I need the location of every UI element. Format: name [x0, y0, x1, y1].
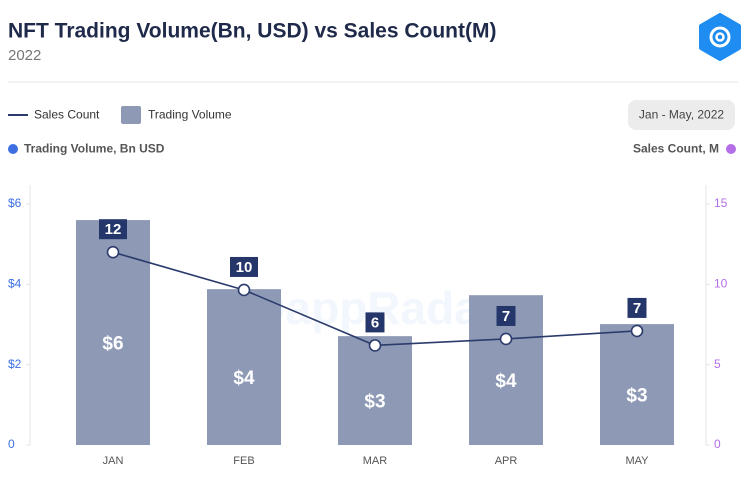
x-tick-label: APR [495, 455, 518, 467]
point-value-label: 6 [371, 314, 379, 331]
bar [338, 336, 412, 445]
legend-label: Trading Volume [148, 108, 232, 122]
logo [699, 13, 741, 61]
y-tick-label: $6 [8, 196, 22, 210]
y-tick-label: $2 [8, 357, 22, 371]
date-range-label: Jan - May, 2022 [639, 108, 724, 122]
point-label-box [496, 305, 516, 326]
y2-tick-label: 10 [714, 277, 728, 291]
date-range-button[interactable] [628, 100, 735, 130]
line-point [106, 245, 120, 259]
point-label-box [230, 256, 258, 277]
axis-dot [8, 144, 18, 154]
point-value-label: 12 [105, 221, 122, 238]
y2-tick-label: 5 [714, 357, 721, 371]
y2-tick-label: 15 [714, 196, 728, 210]
chart-title: NFT Trading Volume(Bn, USD) vs Sales Cou… [8, 20, 496, 43]
bar-value-label: $3 [364, 392, 385, 413]
line-point [630, 324, 644, 338]
y2-tick-label: 0 [714, 437, 721, 451]
x-tick-label: JAN [103, 455, 124, 467]
point-value-label: 7 [502, 308, 510, 325]
bar-value-label: $4 [495, 371, 517, 392]
line-point [499, 332, 513, 346]
point-value-label: 10 [236, 259, 253, 276]
y-tick-label: $4 [8, 277, 22, 291]
chart-subtitle: 2022 [8, 47, 41, 64]
bar-value-label: $3 [626, 386, 647, 407]
legend-swatch [121, 106, 141, 124]
bar [600, 324, 674, 445]
point-label-box [99, 219, 127, 240]
legend-label: Sales Count [34, 108, 100, 122]
y-axis-label: Trading Volume, Bn USD [24, 142, 165, 156]
bar [207, 289, 281, 445]
y-tick-label: 0 [8, 437, 15, 451]
point-label-box [627, 297, 647, 318]
x-tick-label: MAY [625, 455, 649, 467]
point-label-box [365, 312, 385, 333]
axis-dot [726, 144, 736, 154]
point-value-label: 7 [633, 300, 641, 317]
line-point [368, 339, 382, 352]
bar-value-label: $6 [102, 334, 123, 355]
x-tick-label: MAR [363, 455, 388, 467]
y2-axis-label: Sales Count, M [633, 142, 719, 156]
bar-value-label: $4 [233, 368, 255, 389]
line-point [237, 283, 251, 297]
x-tick-label: FEB [233, 455, 254, 467]
